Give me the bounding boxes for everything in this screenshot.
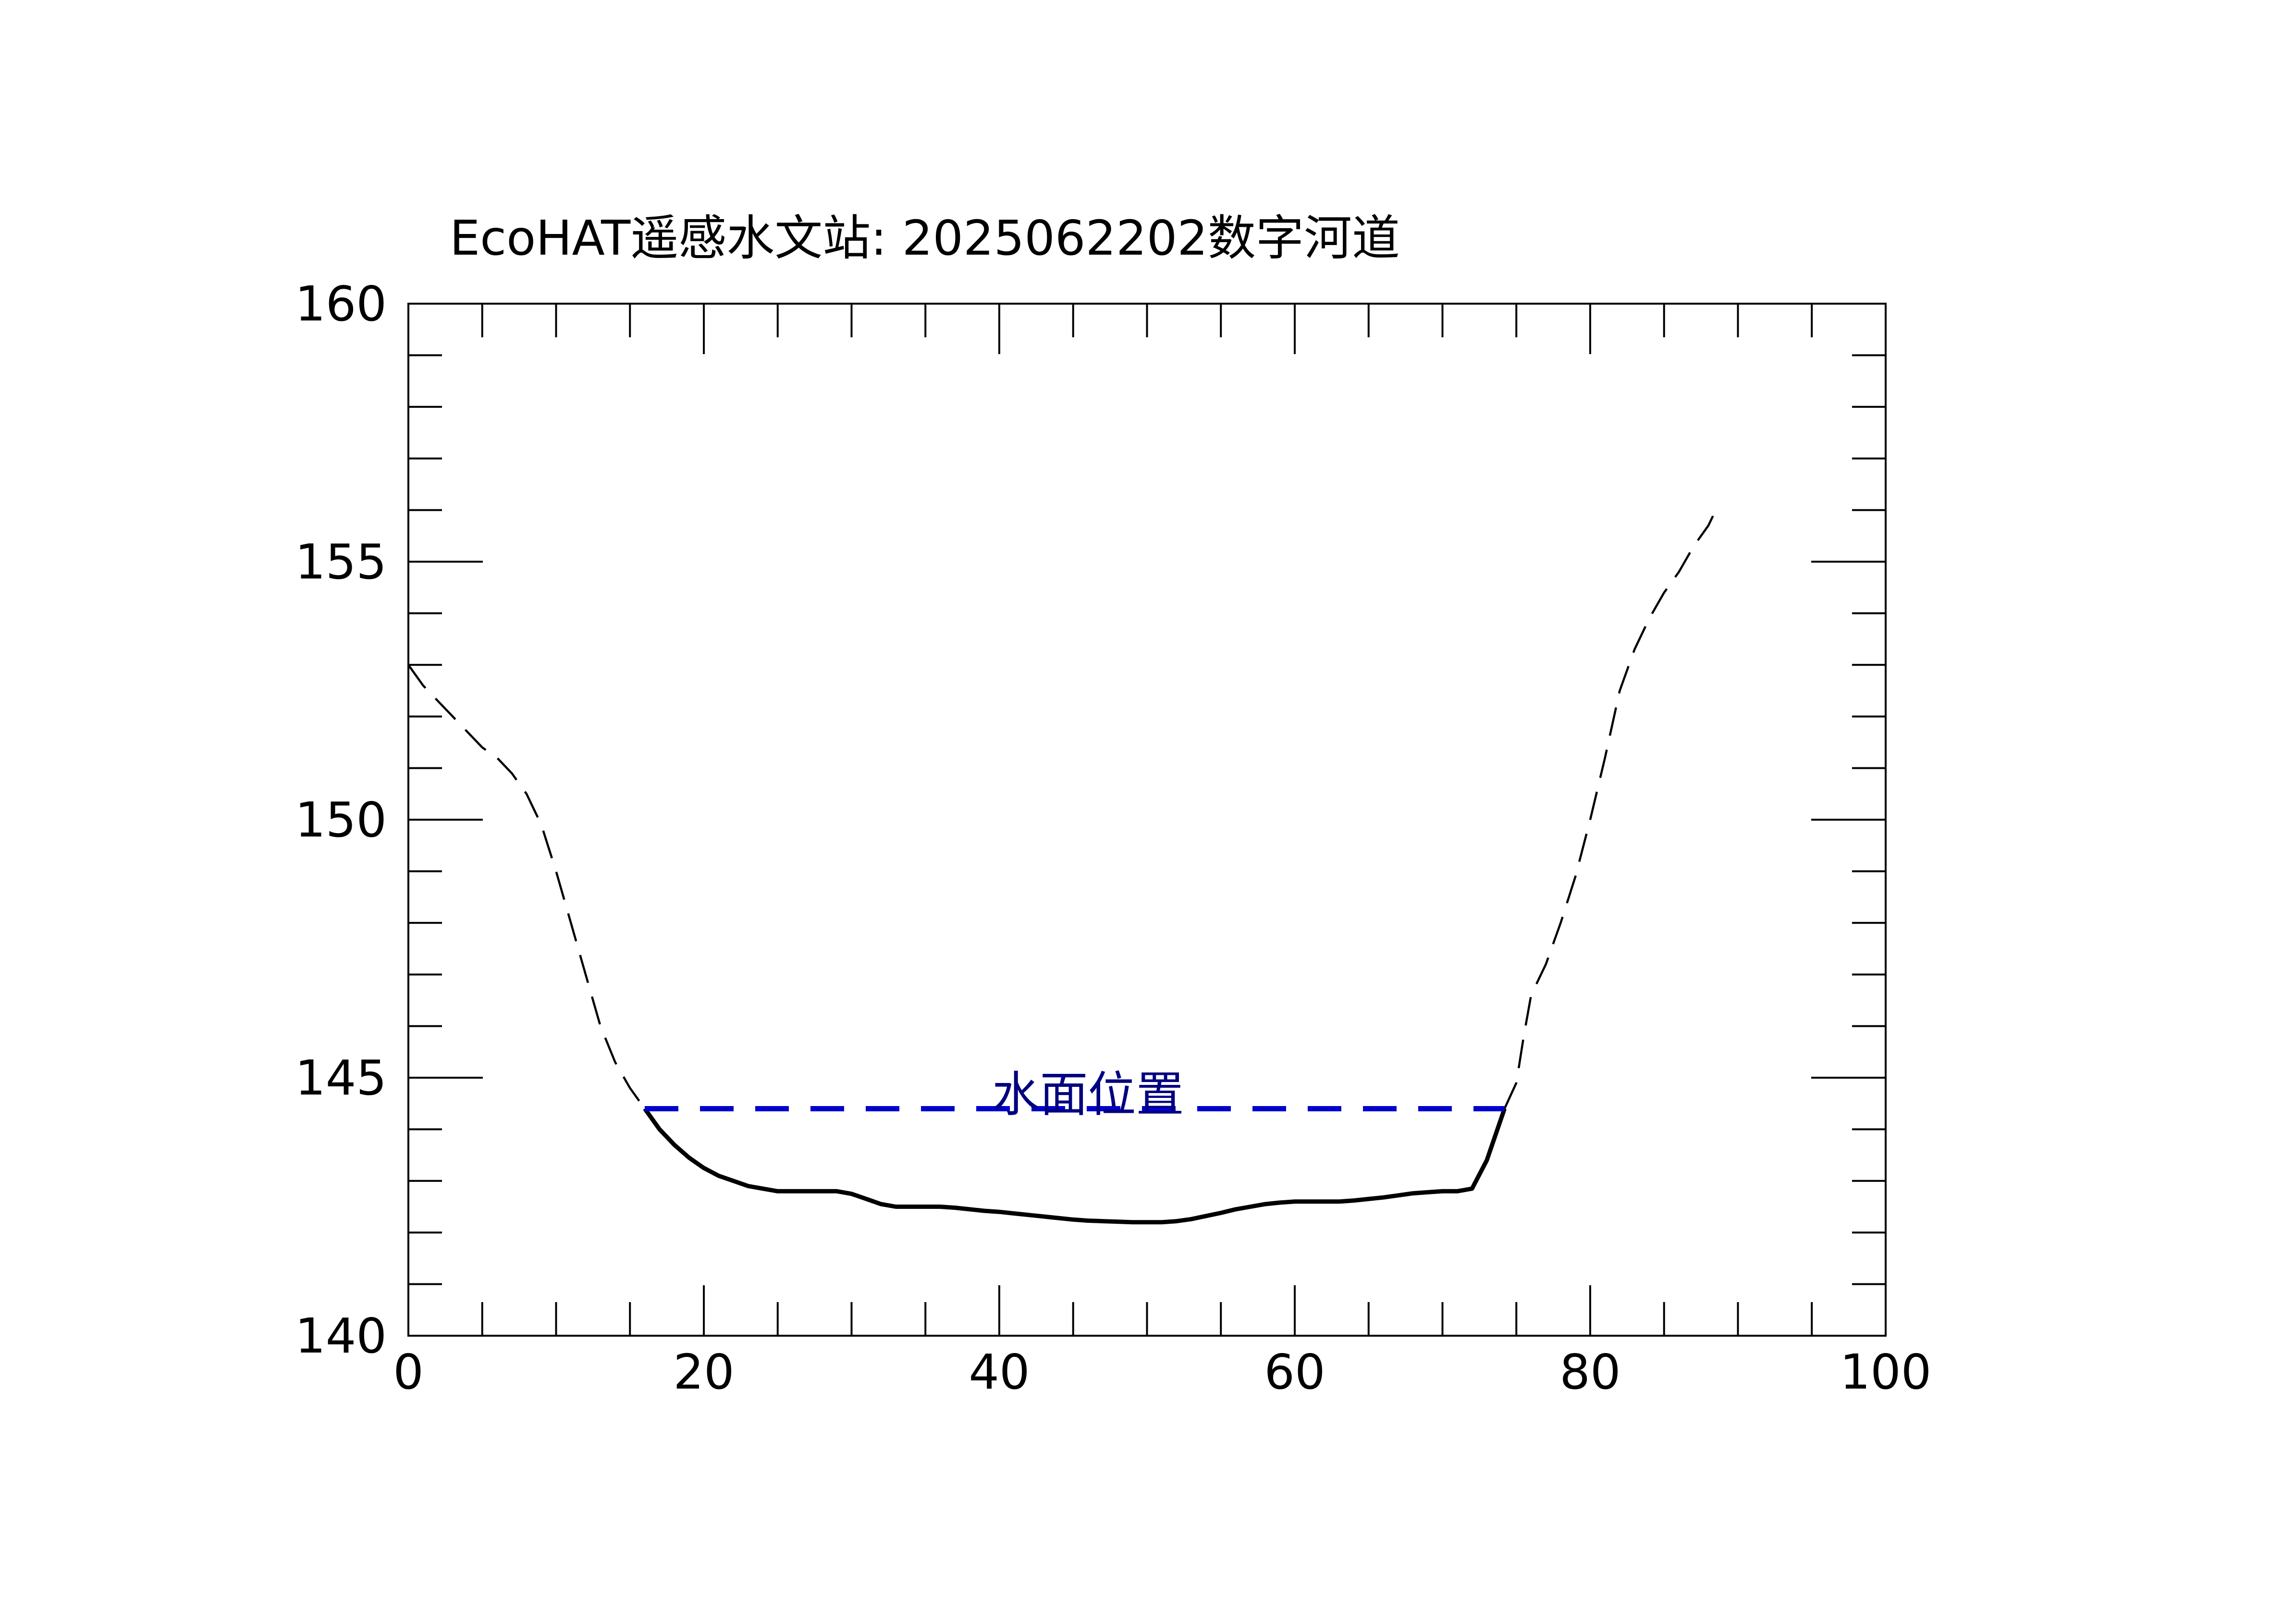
x-tick-label: 80 — [1559, 1344, 1620, 1400]
x-tick-label: 40 — [969, 1344, 1030, 1400]
x-tick-label: 0 — [393, 1344, 424, 1400]
x-tick-label: 20 — [673, 1344, 734, 1400]
riverbed-underwater-line — [643, 1107, 1507, 1225]
y-tick-label: 145 — [295, 1050, 387, 1106]
y-tick-label: 160 — [295, 276, 387, 332]
x-tick-label: 60 — [1264, 1344, 1325, 1400]
bank-profile-line — [1503, 509, 1717, 1109]
x-tick-label: 100 — [1840, 1344, 1932, 1400]
bank-profile-line — [407, 664, 646, 1109]
water-level-label: 水面位置 — [992, 1066, 1184, 1122]
chart-title: EcoHAT遥感水文站: 2025062202数字河道 — [450, 210, 1400, 266]
plot-frame — [407, 303, 1887, 1337]
y-tick-label: 150 — [295, 792, 387, 848]
y-tick-label: 140 — [295, 1308, 387, 1364]
y-tick-label: 155 — [295, 534, 387, 590]
plot-area: 0 20 40 60 80 100 140 145 150 155 160 水面位置 — [295, 276, 1931, 1400]
